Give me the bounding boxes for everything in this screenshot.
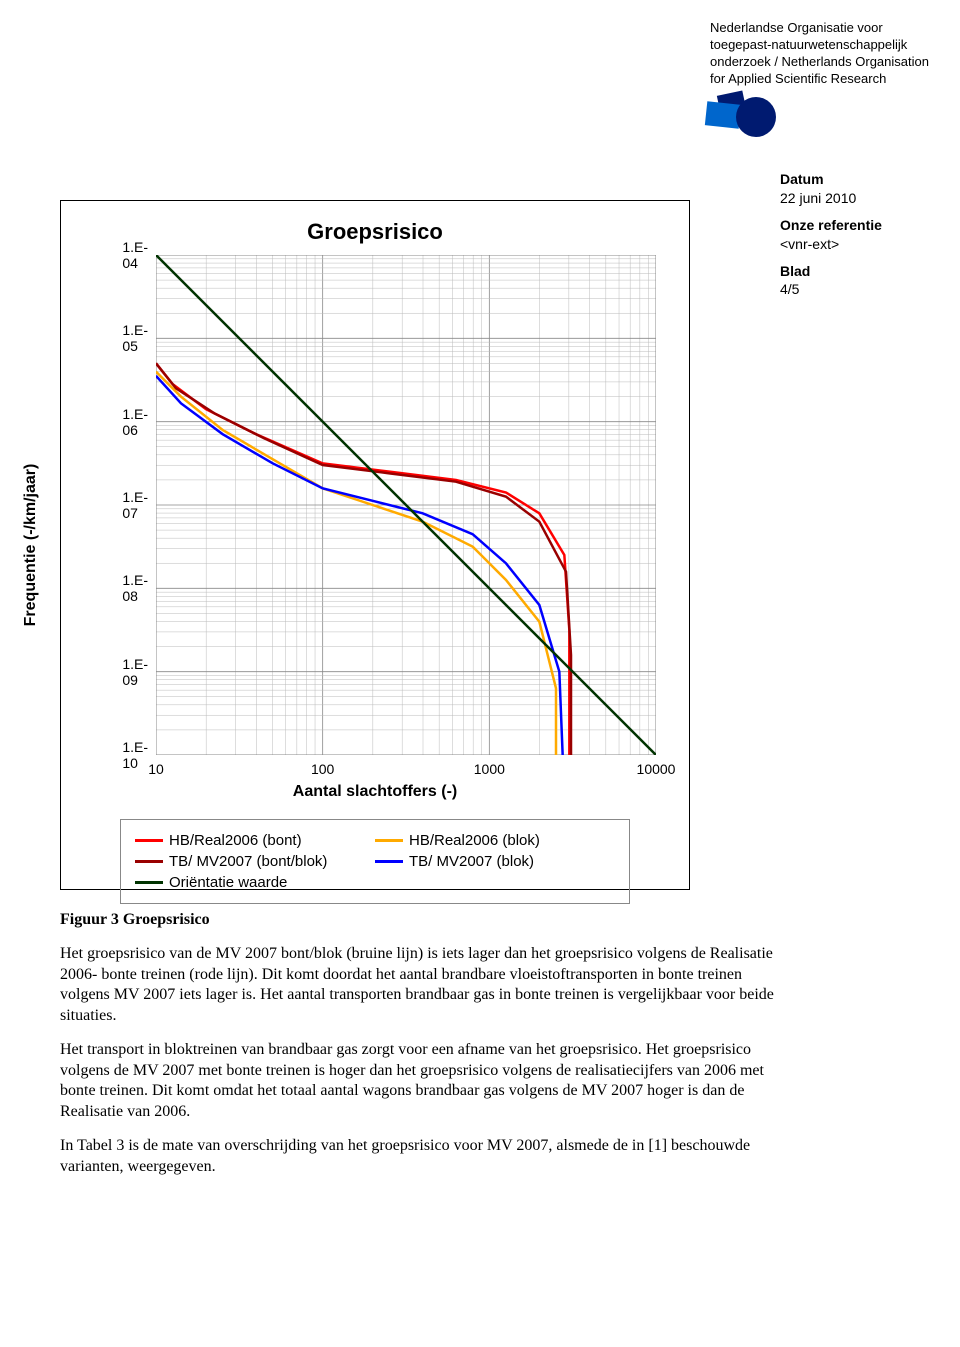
legend-label: HB/Real2006 (blok) (409, 832, 540, 849)
ytick-label: 1.E-10 (122, 739, 148, 771)
legend-swatch (375, 860, 403, 863)
chart-svg (156, 255, 656, 755)
ytick-label: 1.E-05 (122, 322, 148, 354)
body-paragraph: Het groepsrisico van de MV 2007 bont/blo… (60, 944, 780, 1026)
chart-ylabel: Frequentie (-/km/jaar) (22, 464, 40, 627)
legend-item: HB/Real2006 (blok) (375, 832, 615, 849)
legend-label: HB/Real2006 (bont) (169, 832, 302, 849)
legend-label: Oriëntatie waarde (169, 874, 287, 891)
tno-logo (700, 85, 790, 150)
xtick-label: 10000 (637, 761, 676, 777)
xtick-label: 100 (311, 761, 334, 777)
legend-swatch (135, 881, 163, 884)
legend-item: TB/ MV2007 (bont/blok) (135, 853, 375, 870)
xtick-label: 10 (148, 761, 164, 777)
ytick-label: 1.E-09 (122, 656, 148, 688)
meta-ref-label: Onze referentie (780, 216, 930, 235)
ytick-label: 1.E-04 (122, 239, 148, 271)
plot-area: 1.E-041.E-051.E-061.E-071.E-081.E-091.E-… (156, 255, 656, 755)
xtick-label: 1000 (474, 761, 505, 777)
legend-swatch (375, 839, 403, 842)
doc-meta: Datum 22 juni 2010 Onze referentie <vnr-… (780, 170, 930, 299)
body-paragraph: In Tabel 3 is de mate van overschrijding… (60, 1136, 780, 1177)
chart-xlabel: Aantal slachtoffers (-) (61, 783, 689, 801)
legend-item: TB/ MV2007 (blok) (375, 853, 615, 870)
ytick-label: 1.E-07 (122, 489, 148, 521)
legend-swatch (135, 839, 163, 842)
chart-legend: HB/Real2006 (bont) HB/Real2006 (blok) TB/ … (120, 819, 630, 904)
legend-label: TB/ MV2007 (bont/blok) (169, 853, 327, 870)
org-header-text: Nederlandse Organisatie voor toegepast-n… (710, 20, 930, 88)
meta-date-value: 22 juni 2010 (780, 189, 930, 208)
legend-swatch (135, 860, 163, 863)
meta-date-label: Datum (780, 170, 930, 189)
ytick-label: 1.E-08 (122, 572, 148, 604)
meta-ref-value: <vnr-ext> (780, 235, 930, 254)
legend-item: Oriëntatie waarde (135, 874, 375, 891)
legend-label: TB/ MV2007 (blok) (409, 853, 534, 870)
legend-item: HB/Real2006 (bont) (135, 832, 375, 849)
body-paragraph: Het transport in bloktreinen van brandba… (60, 1040, 780, 1122)
ytick-label: 1.E-06 (122, 406, 148, 438)
figure-caption: Figuur 3 Groepsrisico (60, 910, 780, 930)
meta-page-value: 4/5 (780, 280, 930, 299)
chart-container: Groepsrisico Frequentie (-/km/jaar) 1.E-… (60, 200, 690, 890)
meta-page-label: Blad (780, 262, 930, 281)
chart-title: Groepsrisico (61, 219, 689, 245)
body-text: Figuur 3 Groepsrisico Het groepsrisico v… (60, 910, 780, 1191)
